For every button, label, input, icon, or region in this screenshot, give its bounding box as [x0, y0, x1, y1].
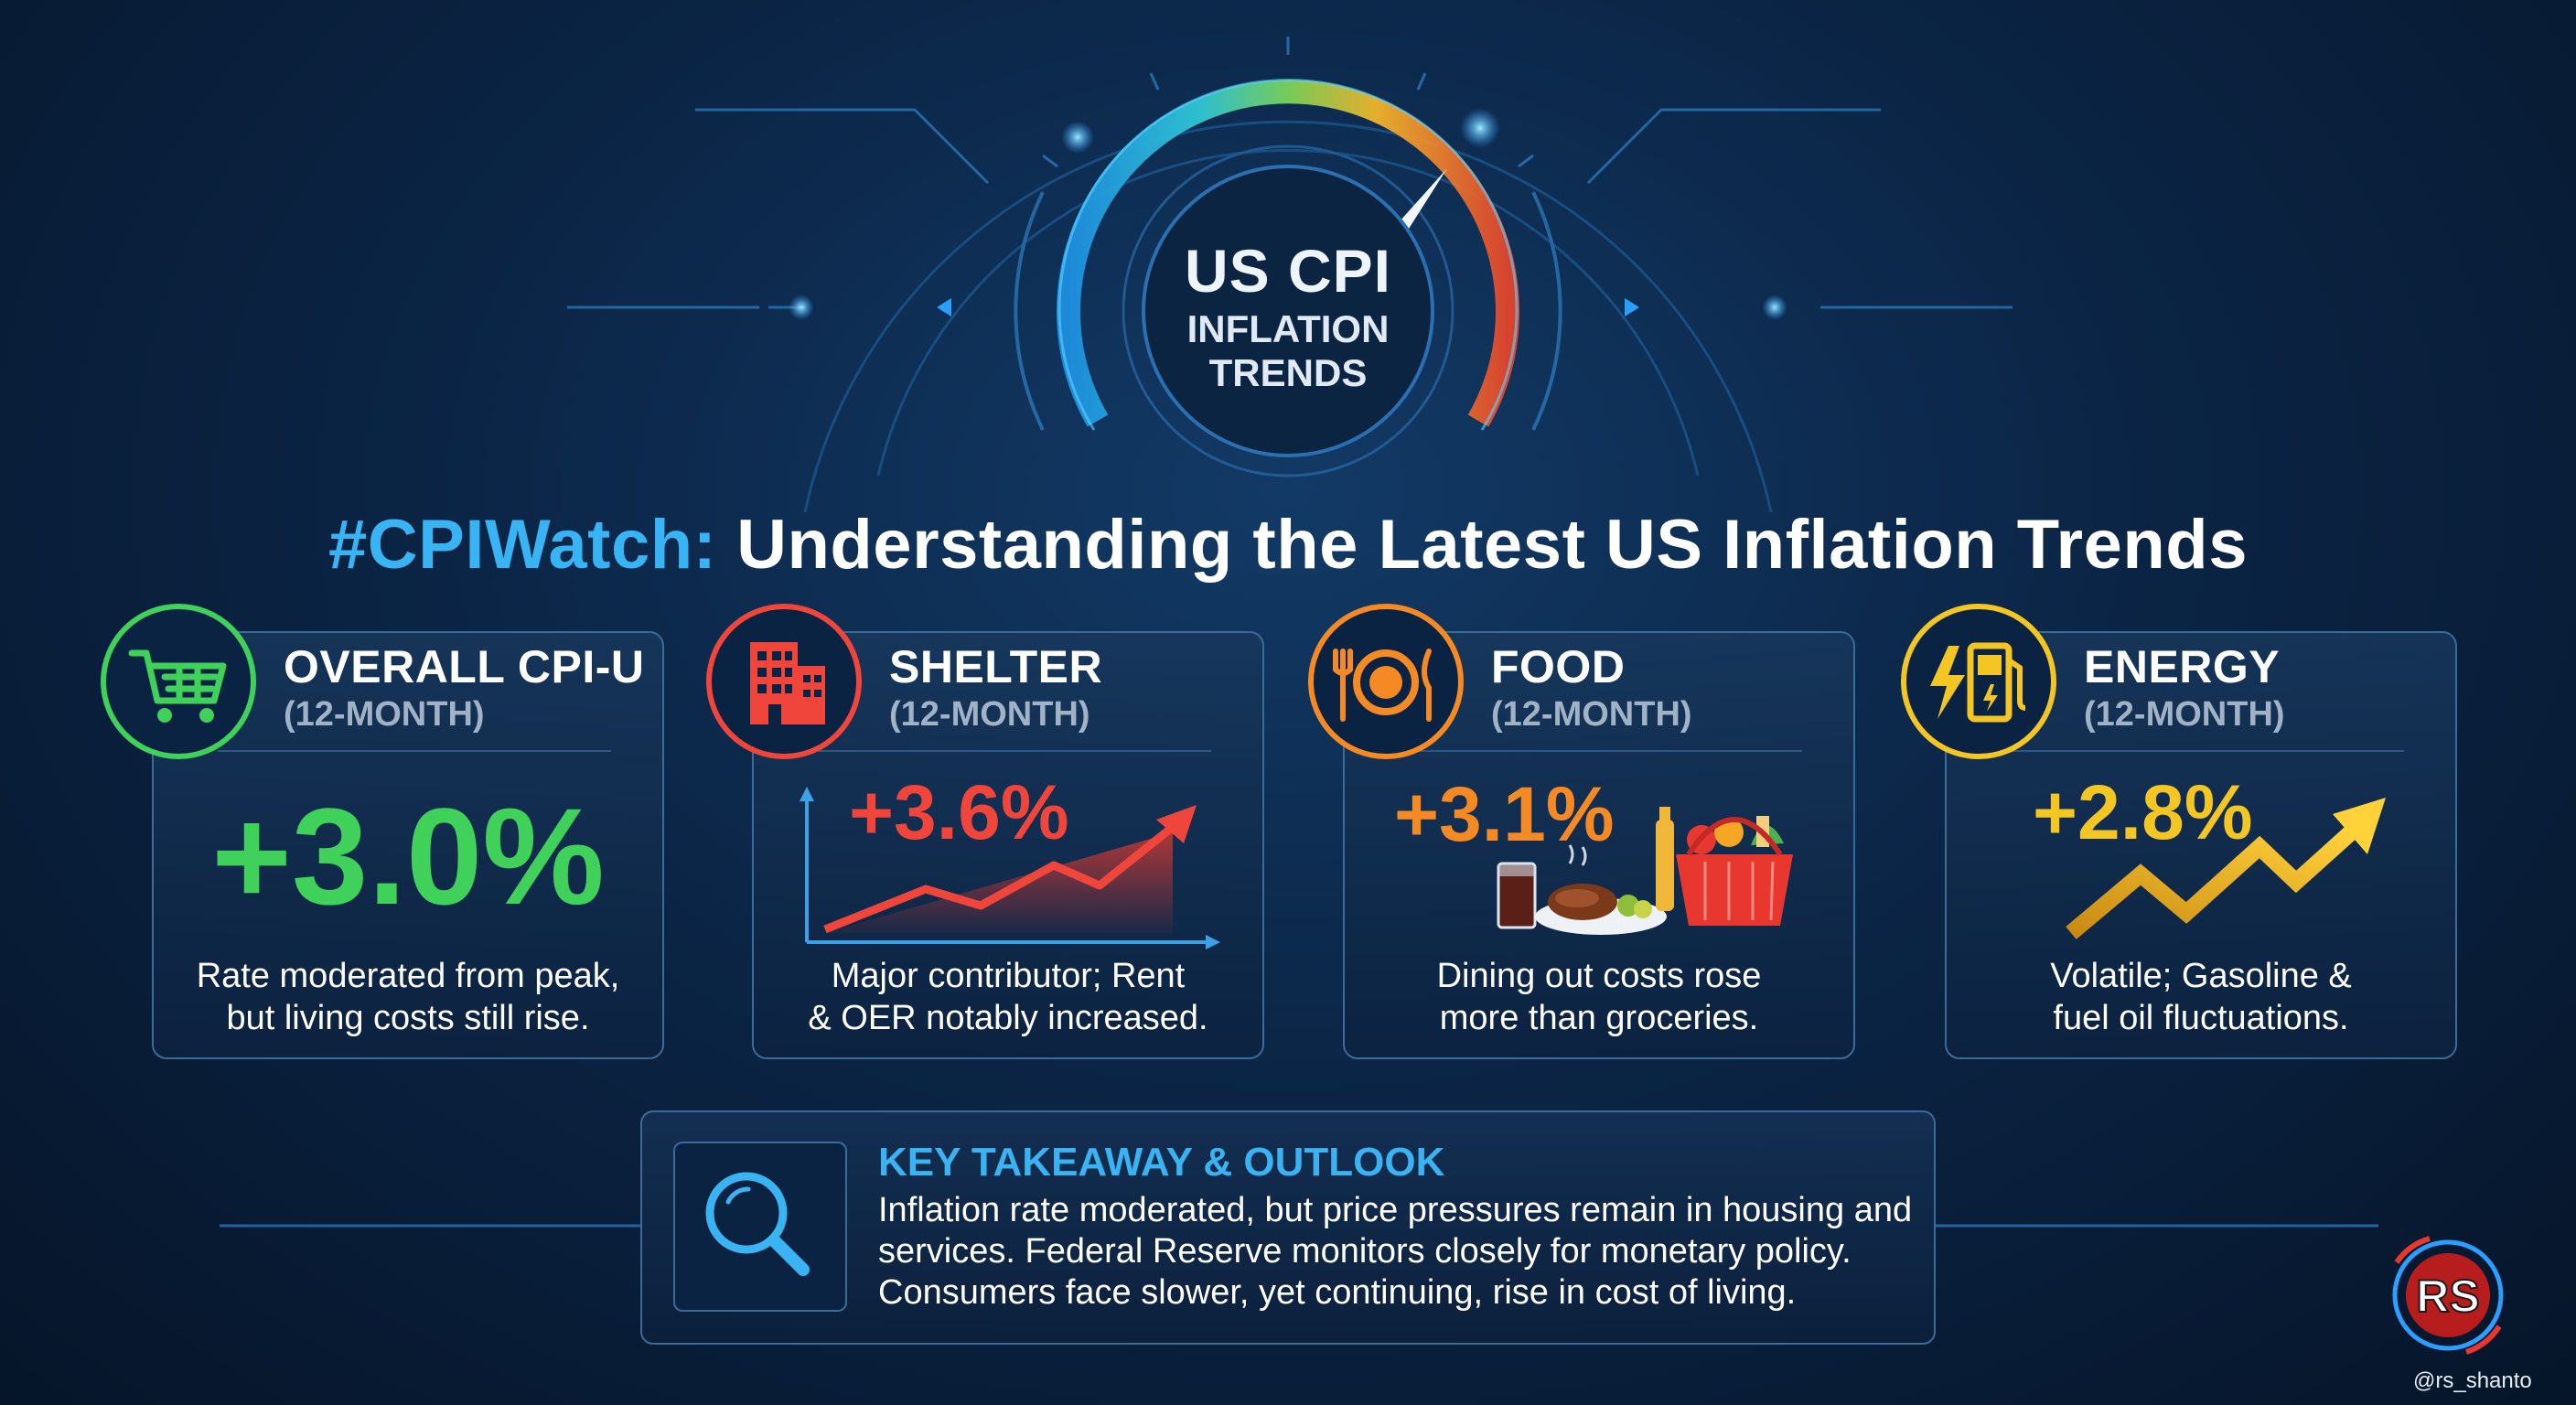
rs-logo-text: RS [2416, 1271, 2479, 1322]
shopping-cart-icon [101, 604, 256, 759]
card-title-food: FOOD [1491, 641, 1626, 692]
takeaway-line-1: Inflation rate moderated, but price pres… [878, 1191, 1913, 1229]
headline-text: Understanding the Latest US Inflation Tr… [716, 506, 2248, 584]
key-takeaway-panel [640, 1110, 1936, 1345]
card-title-energy: ENERGY [2084, 641, 2281, 692]
food-basket-illustration [1497, 807, 1793, 935]
card-period-overall: (12-MONTH) [284, 695, 485, 734]
value-energy: +2.8% [2033, 769, 2253, 855]
value-shelter: +3.6% [849, 769, 1069, 855]
card-period-shelter: (12-MONTH) [889, 695, 1090, 734]
card-title-shelter: SHELTER [889, 641, 1103, 692]
value-food: +3.1% [1394, 771, 1615, 857]
headline: #CPIWatch: Understanding the Latest US I… [0, 505, 2576, 585]
energy-trend-arrow [2066, 798, 2386, 939]
gauge-title: US CPI [1184, 237, 1392, 305]
desc-overall: Rate moderated from peak, but living cost… [196, 957, 620, 1037]
author-handle: @rs_shanto [2413, 1368, 2532, 1393]
takeaway-line-3: Consumers face slower, yet continuing, r… [878, 1273, 1797, 1312]
card-period-energy: (12-MONTH) [2084, 695, 2285, 734]
takeaway-title: KEY TAKEAWAY & OUTLOOK [878, 1140, 1445, 1185]
gauge-subtitle-line1: INFLATION [1186, 307, 1390, 350]
fuel-pump-bolt-icon [1901, 604, 2056, 759]
desc-shelter: Major contributor; Rent & OER notably inc… [808, 957, 1208, 1037]
shelter-trend-chart [800, 787, 1220, 949]
magnifier-icon [673, 1142, 847, 1312]
rs-logo: RS [2392, 1236, 2504, 1355]
card-period-food: (12-MONTH) [1491, 695, 1692, 734]
desc-food: Dining out costs rose more than groceries… [1436, 957, 1762, 1037]
takeaway-line-2: services. Federal Reserve monitors close… [878, 1232, 1852, 1271]
card-title-overall: OVERALL CPI-U [284, 641, 645, 692]
headline-hashtag: #CPIWatch: [328, 506, 717, 584]
value-overall: +3.0% [211, 779, 605, 933]
plate-cutlery-icon [1308, 604, 1464, 759]
gauge-subtitle-line2: TRENDS [1208, 351, 1368, 394]
building-icon [706, 604, 862, 759]
desc-energy: Volatile; Gasoline & fuel oil fluctuation… [2050, 957, 2352, 1037]
